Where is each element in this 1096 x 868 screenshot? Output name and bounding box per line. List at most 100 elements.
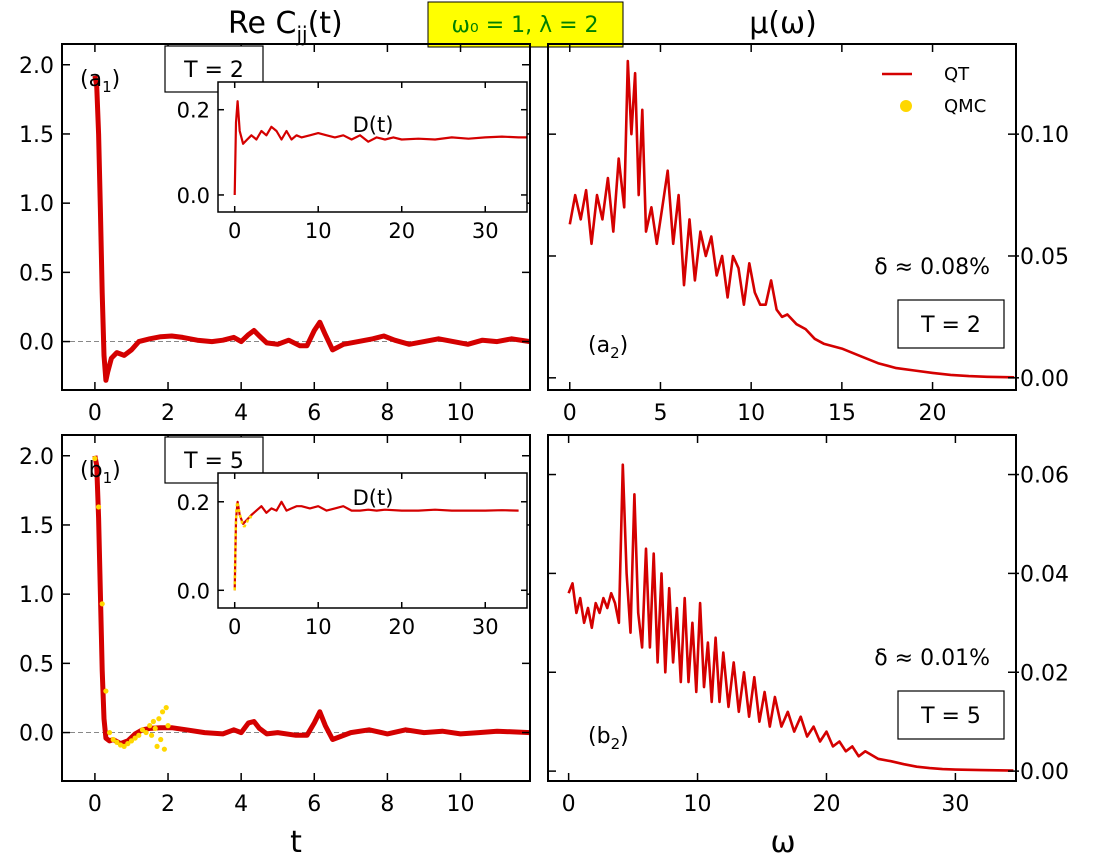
a1_inset-ytick-label: 0.2: [177, 99, 210, 123]
x-axis-label-t: t: [290, 825, 302, 860]
parameter-badge: ω₀ = 1, λ = 2: [451, 13, 598, 38]
b1-qmc-point: [152, 725, 158, 732]
left-column-title: Re Cjj(t): [228, 6, 343, 46]
legend-qmc-swatch: [900, 100, 912, 112]
b1-qmc-point: [125, 741, 131, 747]
b1-qmc-point: [163, 705, 169, 711]
b1-qmc-point: [136, 732, 142, 738]
b1-qmc-point: [99, 601, 105, 607]
a1-ytick-label: 0.5: [19, 261, 54, 286]
a1-xtick-label: 10: [447, 401, 475, 426]
b2-frame: [547, 434, 1017, 782]
a1_inset-qt-line: [233, 100, 527, 196]
b1-xtick-label: 4: [234, 792, 248, 817]
b1-qmc-point: [95, 504, 102, 510]
b2-ytick-label: 0.06: [1020, 464, 1069, 489]
a1_inset-xtick-label: 30: [472, 219, 499, 243]
b1-ytick-label: 2.0: [19, 445, 54, 470]
b1-xtick-label: 0: [88, 792, 102, 817]
b1-qmc-point: [128, 738, 135, 744]
b1_inset-xtick-label: 30: [472, 615, 499, 639]
b1-qmc-point: [148, 732, 155, 738]
b1_inset-bg: [218, 473, 527, 608]
a1-ytick-label: 1.5: [19, 123, 54, 148]
panel-a2: 0 5 10 15 20 0.00 0.05 0.10 (a2) T = 2 δ ≈ 0.08%: [547, 43, 1069, 426]
right-column-title: μ(ω): [749, 6, 817, 41]
b2-xtick-label: 0: [562, 792, 576, 817]
b1-qmc-point: [147, 723, 153, 729]
a1_inset-ytick-label: 0.0: [177, 184, 210, 208]
b2-ytick-label: 0.00: [1020, 760, 1069, 785]
b2-delta-label: δ ≈ 0.01%: [874, 646, 990, 671]
b1-temp-label: T = 5: [183, 449, 244, 474]
a1-xtick-label: 8: [380, 401, 394, 426]
b1-qmc-point: [156, 716, 162, 722]
b2-xtick-label: 20: [812, 792, 840, 817]
b1-ytick-label: 1.0: [19, 583, 54, 608]
b1-xtick-label: 6: [307, 792, 321, 817]
a1-qt-line: [92, 75, 531, 383]
b1_inset-frame: [217, 472, 528, 609]
b1_inset-title: D(t): [353, 486, 394, 510]
a2-ytick-label: 0.00: [1020, 367, 1069, 392]
b2-xtick-label: 30: [941, 792, 969, 817]
a2-xtick-label: 0: [563, 401, 577, 426]
a2-xtick-label: 10: [737, 401, 765, 426]
b1-ytick-label: 1.5: [19, 514, 54, 539]
legend-qmc-label: QMC: [944, 96, 986, 117]
a1-ytick-label: 2.0: [19, 54, 54, 79]
a1-temp-label: T = 2: [183, 58, 244, 83]
a1-xtick-label: 4: [234, 401, 248, 426]
b2-temp-label: T = 5: [920, 704, 981, 729]
b1-xtick-label: 2: [161, 792, 175, 817]
a1-ytick-label: 1.0: [19, 192, 54, 217]
panel-b1-inset: 0 10 20 30 0.0 0.2 D(t): [177, 472, 528, 639]
b1-qmc-point: [154, 743, 160, 750]
b1-panel-label: (b1): [80, 458, 121, 487]
a1_inset-title: D(t): [353, 113, 394, 137]
b1-qmc-point: [161, 746, 167, 752]
b2-ytick-label: 0.04: [1020, 562, 1069, 587]
panel-b2: 0 10 20 30 0.00 0.02 0.04 0.06 (b2) T = 5 δ ≈ 0.01…: [547, 434, 1069, 817]
b1_inset-ytick-label: 0.2: [177, 491, 210, 515]
a1_inset-xtick-label: 0: [228, 219, 241, 243]
b1-qmc-point: [106, 729, 113, 736]
b1-qmc-point: [165, 723, 171, 729]
a1-ytick-label: 0.0: [19, 331, 54, 356]
b1-qmc-point: [158, 736, 164, 743]
b2-ytick-label: 0.02: [1020, 661, 1069, 686]
b1-qt-line: [92, 455, 531, 747]
panel-a1-inset: 0 10 20 30 0.0 0.2 D(t): [177, 81, 528, 243]
a2-frame: [547, 43, 1017, 391]
b1-qmc-point: [150, 718, 157, 725]
b1-qmc-point: [132, 735, 138, 741]
b1-qmc-point: [92, 455, 98, 462]
a1-xtick-label: 6: [307, 401, 321, 426]
a2-xtick-label: 15: [828, 401, 856, 426]
a1_inset-frame: [217, 81, 528, 213]
parameter-badge-box: [427, 1, 624, 48]
b1-qmc-point: [159, 709, 166, 715]
legend-qt-label: QT: [944, 64, 970, 85]
b1-qmc-point: [121, 743, 127, 750]
legend: QT QMC: [882, 64, 986, 117]
a1_inset-bg: [218, 82, 527, 212]
a1_inset-xtick-label: 20: [388, 219, 415, 243]
b1-ytick-label: 0.5: [19, 652, 54, 677]
b1-xtick-label: 8: [380, 792, 394, 817]
b2-qt-line: [567, 463, 1014, 772]
b1-qmc-point: [143, 729, 149, 736]
a1-panel-label: (a1): [80, 67, 120, 96]
a1-frame: [61, 43, 531, 391]
x-axis-label-omega: ω: [770, 825, 795, 860]
a2-xtick-label: 5: [653, 401, 667, 426]
b2-xtick-label: 10: [684, 792, 712, 817]
b1-qmc-point: [110, 736, 116, 743]
a1_inset-xtick-label: 10: [305, 219, 332, 243]
b1-qmc-point: [103, 688, 109, 694]
b1_inset-qmc-line: [233, 501, 253, 591]
b1-qmc-point: [139, 727, 146, 733]
a1-xtick-label: 0: [88, 401, 102, 426]
a2-panel-label: (a2): [588, 333, 628, 362]
